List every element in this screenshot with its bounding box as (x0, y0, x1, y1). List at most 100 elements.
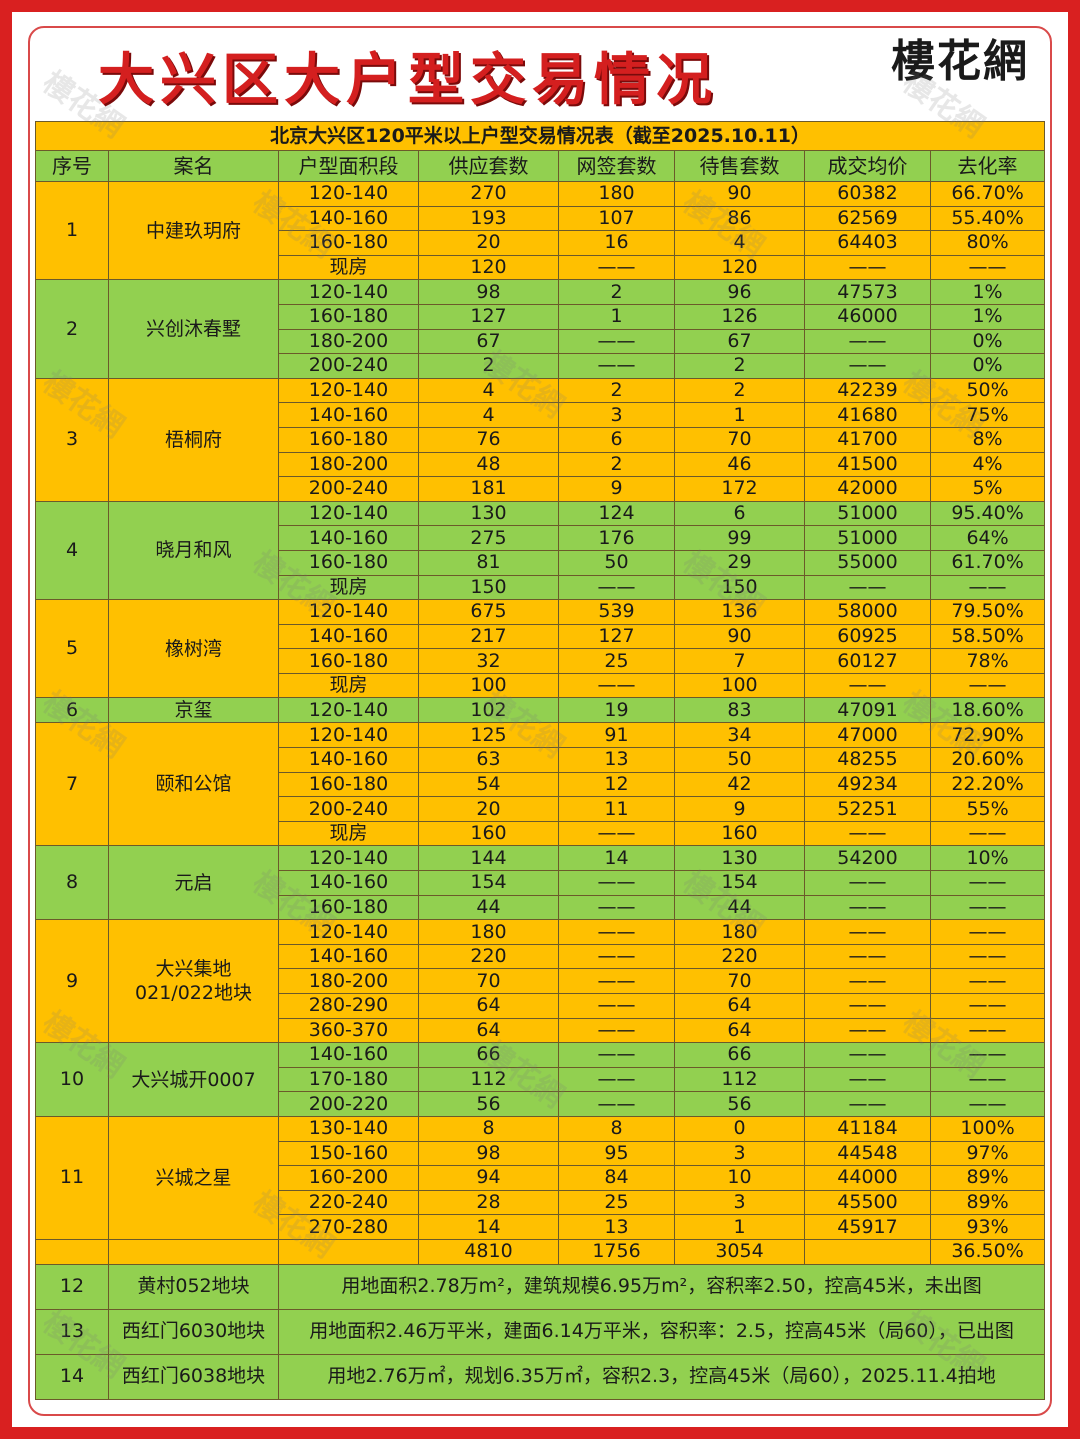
table-row: 7 颐和公馆 120-140 125 91 34 47000 72.90% (35, 722, 1046, 847)
area-range: 180-200 (278, 451, 419, 478)
area-range: 120-140 (278, 181, 419, 207)
table-row: 160-200 94 84 10 44000 89% (36, 1165, 1046, 1191)
signed-count: —— (558, 1017, 675, 1044)
avg-price: —— (804, 993, 931, 1019)
supply-count: 220 (418, 943, 559, 970)
unsold-count: 3 (674, 1189, 805, 1216)
table-row: 180-200 48 2 46 41500 4% (36, 451, 1046, 478)
table-row: 8 元启 120-140 144 14 130 54200 10% (35, 845, 1046, 921)
unsold-count: 150 (674, 574, 805, 601)
sell-through-rate: 10% (929, 845, 1046, 872)
area-range: 现房 (278, 574, 419, 601)
table-row: 180-200 70 —— 70 —— —— (36, 968, 1046, 994)
area-range: 140-160 (278, 747, 419, 773)
unsold-count: 154 (674, 870, 805, 896)
area-range: 160-180 (278, 894, 419, 921)
unsold-count: 6 (674, 500, 805, 527)
sell-through-rate: —— (929, 254, 1046, 281)
content-border (28, 26, 1052, 1416)
signed-count: 13 (558, 1214, 675, 1240)
project-name: 橡树湾 (108, 599, 279, 699)
signed-count: —— (558, 328, 675, 355)
signed-count: 91 (558, 722, 675, 749)
unsold-count: 44 (674, 894, 805, 921)
supply-count: 144 (418, 845, 559, 872)
table-row: 280-290 64 —— 64 —— —— (36, 993, 1046, 1019)
sell-through-rate: 80% (929, 230, 1046, 256)
sell-through-rate: —— (929, 820, 1046, 847)
total-empty-no (35, 1238, 109, 1265)
avg-price: 60382 (804, 181, 931, 207)
avg-price: 58000 (804, 599, 931, 625)
sell-through-rate: 78% (929, 648, 1046, 674)
unsold-count: 2 (674, 377, 805, 404)
avg-price: —— (804, 353, 931, 379)
avg-price: 44000 (804, 1165, 931, 1191)
supply-count: 81 (418, 549, 559, 576)
table-caption-row: 北京大兴区120平米以上户型交易情况表（截至2025.10.11） (34, 121, 1046, 151)
signed-count: 95 (558, 1140, 675, 1167)
sell-through-rate: 64% (929, 525, 1046, 551)
sell-through-rate: 72.90% (929, 722, 1046, 749)
total-empty-price (804, 1238, 931, 1265)
sell-through-rate: 89% (929, 1165, 1046, 1191)
signed-count: 50 (558, 549, 675, 576)
area-range: 270-280 (278, 1214, 419, 1240)
sell-through-rate: 22.20% (929, 771, 1046, 798)
supply-count: 14 (418, 1214, 559, 1240)
table-row: 140-160 154 —— 154 —— —— (36, 870, 1046, 896)
avg-price: 51000 (804, 525, 931, 551)
avg-price: —— (804, 672, 931, 699)
unsold-count: 2 (674, 353, 805, 379)
project-name: 大兴集地 021/022地块 (108, 919, 279, 1044)
signed-count: —— (558, 254, 675, 281)
brand-logo: 樓花網 (891, 36, 1029, 87)
table-row: 5 橡树湾 120-140 675 539 136 58000 79.50% (35, 599, 1046, 699)
unsold-count: 1 (674, 1214, 805, 1240)
supply-count: 70 (418, 968, 559, 994)
table-row: 140-160 217 127 90 60925 58.50% (36, 623, 1046, 650)
unsold-count: 96 (674, 279, 805, 305)
supply-count: 64 (418, 993, 559, 1019)
sell-through-rate: 66.70% (929, 181, 1046, 207)
note-name: 西红门6038地块 (108, 1353, 279, 1400)
note-text: 用地面积2.46万平米，建面6.14万平米，容积率：2.5，控高45米（局60）… (277, 1308, 1046, 1355)
project-number: 11 (35, 1115, 109, 1240)
avg-price: 60925 (804, 623, 931, 650)
supply-count: 275 (418, 525, 559, 551)
unsold-count: 99 (674, 525, 805, 551)
sell-through-rate: 4% (929, 451, 1046, 478)
total-unsold: 3054 (674, 1238, 805, 1265)
signed-count: 124 (558, 500, 675, 527)
area-range: 200-240 (278, 353, 419, 379)
supply-count: 127 (418, 303, 559, 330)
signed-count: —— (558, 919, 675, 945)
sell-through-rate: 75% (929, 402, 1046, 428)
project-name: 元启 (108, 845, 279, 921)
area-range: 360-370 (278, 1017, 419, 1044)
sell-through-rate: 61.70% (929, 549, 1046, 576)
area-range: 280-290 (278, 993, 419, 1019)
area-range: 170-180 (278, 1066, 419, 1093)
area-range: 160-180 (278, 648, 419, 674)
avg-price: —— (804, 943, 931, 970)
sell-through-rate: 0% (929, 353, 1046, 379)
supply-count: 160 (418, 820, 559, 847)
signed-count: 8 (558, 1115, 675, 1142)
supply-count: 2 (418, 353, 559, 379)
avg-price: —— (804, 1042, 931, 1068)
total-empty-name (108, 1238, 279, 1265)
area-range: 180-200 (278, 968, 419, 994)
note-number: 14 (35, 1353, 109, 1400)
project-number: 5 (35, 599, 109, 699)
unsold-count: 136 (674, 599, 805, 625)
sell-through-rate: —— (929, 1091, 1046, 1117)
table-row: 10 大兴城开0007 140-160 66 —— 66 —— —— (35, 1042, 1046, 1117)
table-row: 150-160 98 95 3 44548 97% (36, 1140, 1046, 1167)
avg-price: 62569 (804, 205, 931, 232)
project-name: 中建玖玥府 (108, 180, 279, 281)
project-name: 颐和公馆 (108, 722, 279, 847)
area-range: 160-180 (278, 426, 419, 453)
supply-count: 181 (418, 476, 559, 502)
avg-price: 41184 (804, 1115, 931, 1142)
